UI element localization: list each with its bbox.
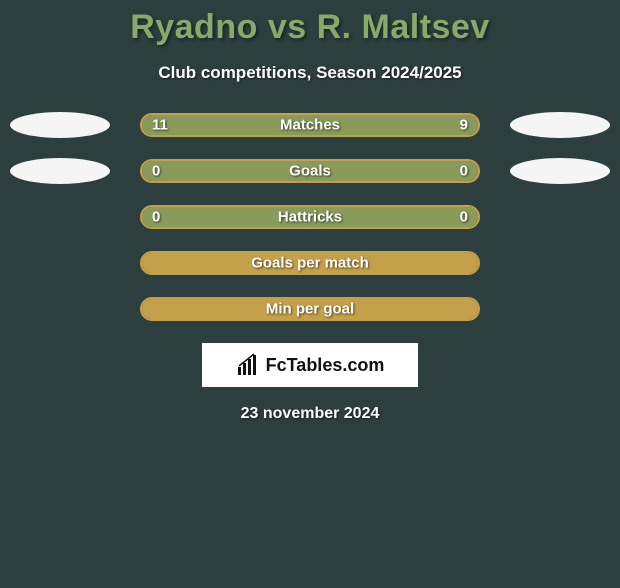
stat-row: 0 Hattricks 0 bbox=[0, 205, 620, 229]
stat-row: 11 Matches 9 bbox=[0, 113, 620, 137]
stat-value-right: 9 bbox=[460, 117, 468, 134]
stat-value-left: 11 bbox=[152, 117, 168, 134]
stat-label: Goals bbox=[289, 163, 331, 180]
stat-bar: 11 Matches 9 bbox=[140, 113, 480, 137]
stat-label: Hattricks bbox=[278, 209, 342, 226]
player2-badge bbox=[510, 112, 610, 138]
chart-icon bbox=[236, 353, 260, 377]
stat-value-left: 0 bbox=[152, 209, 160, 226]
stat-label: Min per goal bbox=[266, 301, 354, 318]
stat-bar: Min per goal bbox=[140, 297, 480, 321]
spacer bbox=[510, 204, 610, 230]
stat-bar: 0 Goals 0 bbox=[140, 159, 480, 183]
stats-container: 11 Matches 9 0 Goals 0 0 Hattricks 0 Goals per ma… bbox=[0, 113, 620, 321]
player2-name: R. Maltsev bbox=[317, 8, 490, 46]
stat-value-right: 0 bbox=[460, 163, 468, 180]
date-text: 23 november 2024 bbox=[0, 405, 620, 423]
page-title: Ryadno vs R. Maltsev bbox=[0, 8, 620, 47]
stat-value-right: 0 bbox=[460, 209, 468, 226]
spacer bbox=[10, 250, 110, 276]
stat-value-left: 0 bbox=[152, 163, 160, 180]
spacer bbox=[510, 250, 610, 276]
player1-badge bbox=[10, 158, 110, 184]
brand-text: FcTables.com bbox=[266, 355, 385, 376]
spacer bbox=[510, 296, 610, 322]
stat-label: Matches bbox=[280, 117, 340, 134]
stat-bar: Goals per match bbox=[140, 251, 480, 275]
player2-badge bbox=[510, 158, 610, 184]
player1-name: Ryadno bbox=[130, 8, 258, 46]
stat-row: Min per goal bbox=[0, 297, 620, 321]
stat-bar: 0 Hattricks 0 bbox=[140, 205, 480, 229]
brand-box: FcTables.com bbox=[202, 343, 418, 387]
stat-row: Goals per match bbox=[0, 251, 620, 275]
vs-text: vs bbox=[268, 8, 307, 46]
stat-row: 0 Goals 0 bbox=[0, 159, 620, 183]
spacer bbox=[10, 296, 110, 322]
stat-label: Goals per match bbox=[251, 255, 369, 272]
subtitle: Club competitions, Season 2024/2025 bbox=[0, 63, 620, 83]
spacer bbox=[10, 204, 110, 230]
player1-badge bbox=[10, 112, 110, 138]
